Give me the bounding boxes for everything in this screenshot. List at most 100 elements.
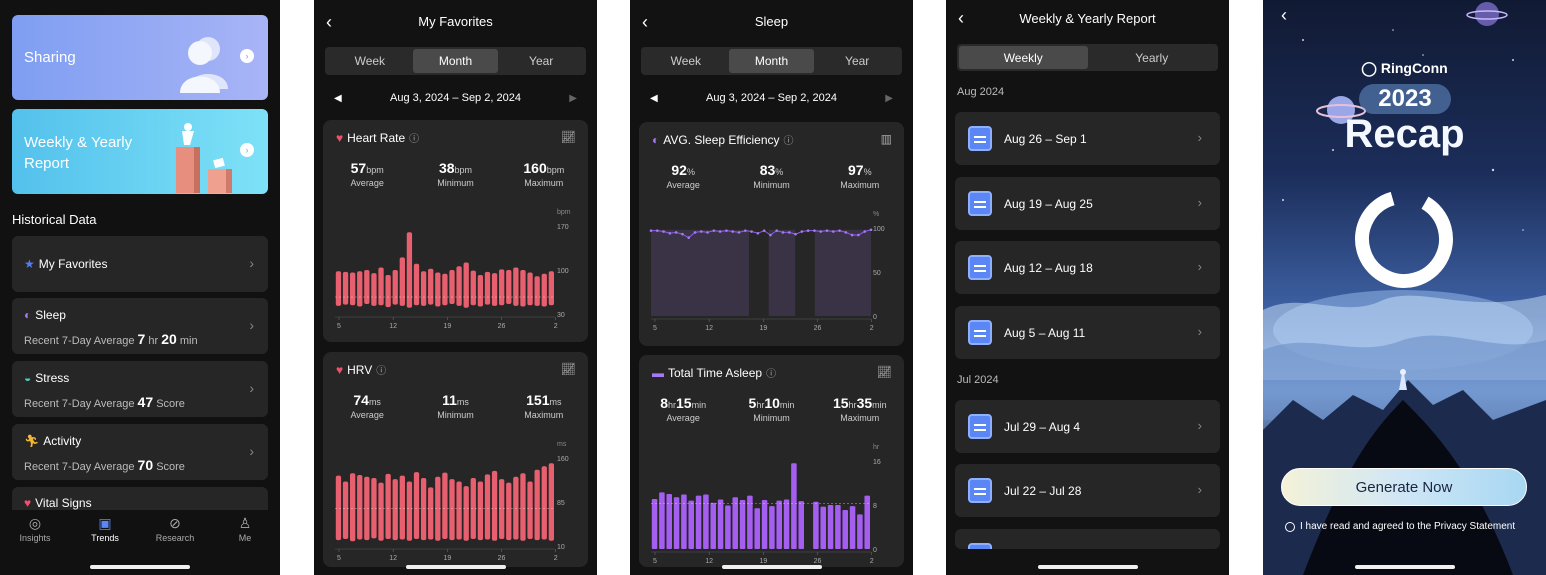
chevron-right-icon: › <box>240 49 254 63</box>
back-icon[interactable]: ‹ <box>326 12 332 32</box>
range-bar <box>506 270 512 304</box>
report-row[interactable]: Aug 19 – Aug 25 › <box>955 177 1220 230</box>
data-point <box>819 230 823 233</box>
info-icon[interactable]: ⓘ <box>766 369 777 380</box>
line-chart-icon[interactable]: 📈︎ <box>876 365 892 379</box>
x-tick-label: 19 <box>759 325 767 332</box>
x-tick-label: 2 <box>554 555 558 562</box>
tab-month[interactable]: Month <box>728 49 815 73</box>
tab-me[interactable]: ♙ Me <box>220 515 270 575</box>
x-tick-label: 19 <box>443 323 451 330</box>
data-point <box>756 231 760 235</box>
month-heading: Jul 2024 <box>957 374 999 386</box>
report-row[interactable]: Jul 22 – Jul 28 › <box>955 464 1220 517</box>
x-tick-label: 26 <box>814 325 822 332</box>
brand-logo: ◯ RingConn <box>1361 60 1448 76</box>
tab-year[interactable]: Year <box>845 54 870 68</box>
bar <box>827 505 834 549</box>
range-bar <box>420 271 427 306</box>
back-icon[interactable]: ‹ <box>958 8 964 28</box>
weekly-yearly-banner[interactable]: Weekly & Yearly Report › <box>12 109 268 194</box>
sleep-screen: ‹ Sleep Week Month Year ◀ Aug 3, 2024 – … <box>630 0 913 575</box>
y-unit-label: ms <box>557 441 567 448</box>
bar <box>849 506 856 549</box>
generate-now-button[interactable]: Generate Now <box>1281 468 1527 506</box>
y-tick-label: 0 <box>873 314 877 321</box>
data-point <box>706 231 709 234</box>
report-row-partial[interactable] <box>955 529 1220 549</box>
range-bar <box>335 475 342 541</box>
vital-signs-label: Vital Signs <box>35 496 92 510</box>
report-row[interactable]: Aug 5 – Aug 11 › <box>955 306 1220 359</box>
tab-trends[interactable]: ▣ Trends <box>80 515 130 575</box>
range-bar <box>428 268 434 305</box>
range-bar <box>527 272 533 306</box>
tab-weekly[interactable]: Weekly <box>959 46 1088 69</box>
next-period-icon[interactable]: ▶ <box>885 92 893 104</box>
range-bar <box>470 270 476 306</box>
info-icon[interactable]: ⓘ <box>376 366 387 377</box>
bed-icon: ▬ <box>652 365 664 380</box>
tab-yearly[interactable]: Yearly <box>1135 51 1169 65</box>
list-item-activity[interactable]: 🏃︎ Activity Recent 7-Day Average 70 Score… <box>12 424 268 480</box>
range-bar <box>506 482 512 541</box>
range-bar <box>371 477 377 539</box>
sleep-label: Sleep <box>35 308 66 322</box>
report-segmented-control: Weekly Yearly <box>957 44 1218 71</box>
bar-chart-icon[interactable]: ▥ <box>880 132 892 146</box>
report-row[interactable]: Aug 12 – Aug 18 › <box>955 241 1220 294</box>
stress-summary: Recent 7-Day Average 47 Score <box>24 394 185 410</box>
range-bar <box>527 481 533 539</box>
range-bar <box>342 481 349 539</box>
heart-icon: ♥ <box>24 496 32 510</box>
home-indicator <box>405 565 506 569</box>
hrv-card[interactable]: ♥ HRV ⓘ 📈︎ 74ms Average 11ms Minimum 151ms Ma… <box>323 352 588 567</box>
range-bar <box>349 272 356 306</box>
y-unit-label: bpm <box>557 209 571 216</box>
sleep-efficiency-card[interactable]: ◐ AVG. Sleep Efficiency ⓘ ▥ 92% Average 83%… <box>639 122 904 346</box>
range-bar <box>406 481 413 541</box>
tab-year[interactable]: Year <box>529 54 554 68</box>
bar <box>798 501 804 549</box>
tab-insights[interactable]: ◎ Insights <box>10 515 60 575</box>
list-item-favorites[interactable]: ★ My Favorites › <box>12 236 268 292</box>
range-bar <box>435 272 441 307</box>
x-tick-label: 2 <box>554 323 558 330</box>
report-row[interactable]: Jul 29 – Aug 4 › <box>955 400 1220 453</box>
range-bar <box>442 472 448 539</box>
calendar-icon <box>968 414 992 439</box>
info-icon[interactable]: ⓘ <box>783 136 794 147</box>
page-title: Weekly & Yearly Report <box>1019 11 1156 26</box>
data-point <box>806 229 810 232</box>
next-period-icon[interactable]: ▶ <box>569 92 577 104</box>
bar <box>651 498 658 549</box>
report-row[interactable]: Aug 26 – Sep 1 › <box>955 112 1220 165</box>
y-unit-label: hr <box>873 444 880 451</box>
tab-month[interactable]: Month <box>412 49 499 73</box>
chevron-right-icon: › <box>1197 259 1202 274</box>
tab-research[interactable]: ⊘ Research <box>150 515 200 575</box>
data-point <box>813 229 816 232</box>
info-icon[interactable]: ⓘ <box>409 134 420 145</box>
y-tick-label: 85 <box>557 500 565 507</box>
heart-rate-card[interactable]: ♥ Heart Rate ⓘ 📈︎ 57bpm Average 38bpm Minimu… <box>323 120 588 342</box>
back-icon[interactable]: ‹ <box>642 12 648 32</box>
back-icon[interactable]: ‹ <box>1281 5 1287 25</box>
prev-period-icon[interactable]: ◀ <box>334 92 342 104</box>
list-item-sleep[interactable]: ◐ Sleep Recent 7-Day Average 7 hr 20 min … <box>12 298 268 354</box>
tab-week[interactable]: Week <box>354 54 386 68</box>
range-bar <box>449 479 455 541</box>
sharing-banner[interactable]: Sharing › <box>12 15 268 100</box>
agree-checkbox[interactable] <box>1285 521 1295 532</box>
total-time-asleep-card[interactable]: ▬ Total Time Asleep ⓘ 📈︎ 8hr15min Average 5… <box>639 355 904 567</box>
range-bar <box>499 479 505 539</box>
line-chart-icon[interactable]: 📈︎ <box>560 130 576 144</box>
list-item-stress[interactable]: ◒ Stress Recent 7-Day Average 47 Score › <box>12 361 268 417</box>
tab-week[interactable]: Week <box>670 54 702 68</box>
range-bar <box>378 267 384 306</box>
prev-period-icon[interactable]: ◀ <box>650 92 658 104</box>
line-chart-icon[interactable]: 📈︎ <box>560 362 576 376</box>
data-point <box>649 229 653 232</box>
range-bar <box>534 469 540 541</box>
data-point <box>769 233 772 237</box>
